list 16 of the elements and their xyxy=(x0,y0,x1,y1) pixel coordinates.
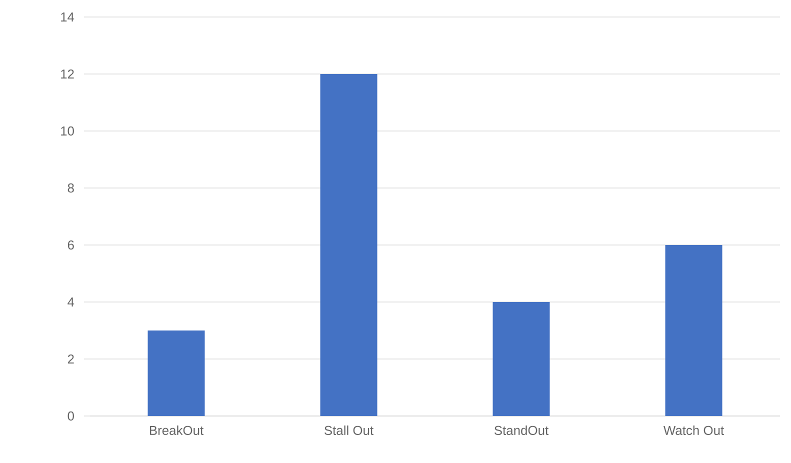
x-tick-label: Stall Out xyxy=(324,426,374,436)
y-tick-label: 8 xyxy=(68,183,74,193)
y-tick-label: 14 xyxy=(61,12,74,22)
y-tick-label: 4 xyxy=(68,298,74,306)
x-tick-label: StandOut xyxy=(494,426,549,436)
x-tick-label: Watch Out xyxy=(663,426,724,436)
y-tick-label: 12 xyxy=(61,69,74,79)
y-tick-label: 10 xyxy=(61,126,74,136)
bar xyxy=(492,302,550,416)
bar xyxy=(148,330,205,416)
y-tick-label: 0 xyxy=(68,411,74,421)
y-tick-label: 6 xyxy=(68,240,74,250)
y-tick-label: 2 xyxy=(68,354,74,364)
bar xyxy=(665,244,722,416)
bar xyxy=(320,74,378,416)
x-tick-label: BreakOut xyxy=(150,426,204,436)
